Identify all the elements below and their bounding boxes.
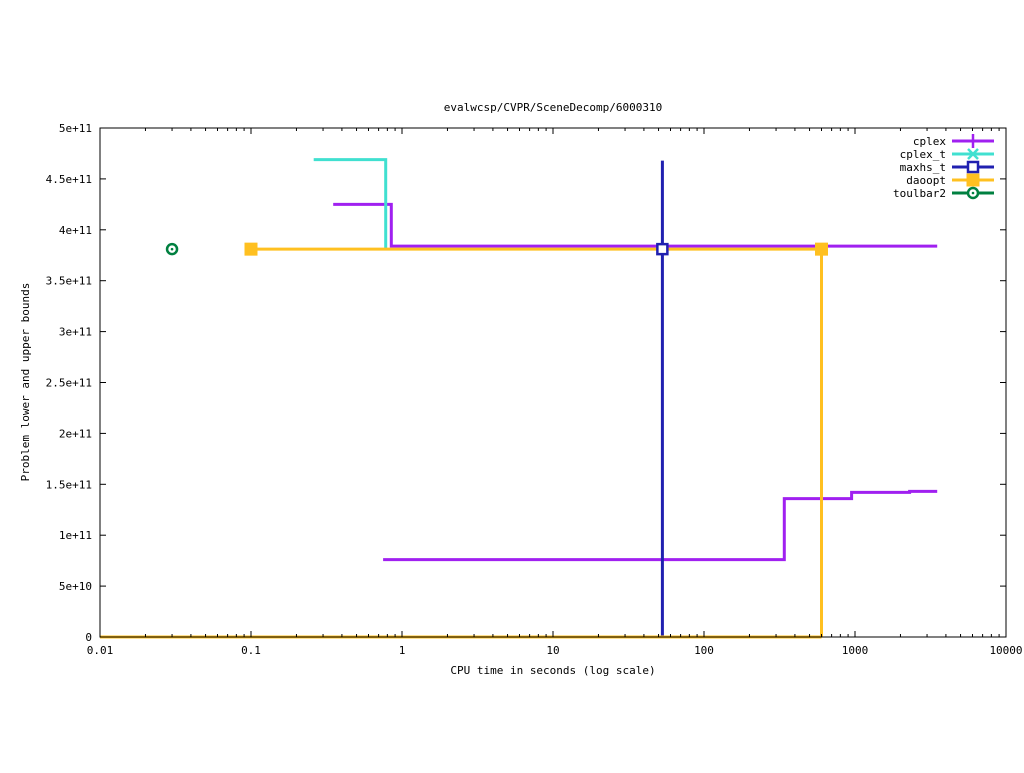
axis-tick-labels: 0 5e+10 1e+11 1.5e+11 2e+11 2.5e+11 3e+11 3.5e+… [46, 122, 1023, 657]
y-tick-label: 2.5e+11 [46, 377, 92, 390]
y-tick-label: 3.5e+11 [46, 275, 92, 288]
x-tick-label: 10000 [989, 644, 1022, 657]
series-markers [165, 242, 829, 256]
data-point-daoopt [815, 242, 829, 256]
data-point-maxhs-t [656, 242, 669, 256]
x-tick-label: 0.01 [87, 644, 114, 657]
x-tick-label: 0.1 [241, 644, 261, 657]
series-line-cplex-t [313, 158, 388, 250]
x-tick-label: 10 [546, 644, 559, 657]
x-tick-label: 100 [694, 644, 714, 657]
x-tick-label: 1 [399, 644, 406, 657]
x-axis-label: CPU time in seconds (log scale) [450, 664, 655, 677]
legend-label-toulbar2: toulbar2 [893, 187, 946, 200]
series-line-cplex [383, 489, 938, 562]
y-tick-label: 0 [85, 631, 92, 644]
legend-marker-cplex-t [967, 148, 979, 160]
legend-label-cplex: cplex [913, 135, 946, 148]
y-tick-label: 5e+11 [59, 122, 92, 135]
y-tick-label: 4.5e+11 [46, 173, 92, 186]
y-tick-label: 4e+11 [59, 224, 92, 237]
x-tick-label: 1000 [842, 644, 869, 657]
y-tick-label: 1e+11 [59, 529, 92, 542]
legend-marker-cplex [966, 134, 980, 148]
legend-label-cplex-t: cplex_t [900, 148, 946, 161]
y-tick-label: 5e+10 [59, 580, 92, 593]
legend-label-daoopt: daoopt [906, 174, 946, 187]
chart-title: evalwcsp/CVPR/SceneDecomp/6000310 [444, 101, 663, 114]
legend-label-maxhs-t: maxhs_t [900, 161, 946, 174]
legend-marker-maxhs-t [966, 160, 980, 174]
legend-marker-toulbar2 [966, 186, 980, 200]
y-axis-label: Problem lower and upper bounds [19, 283, 32, 482]
data-point-daoopt [244, 242, 258, 256]
y-tick-label: 2e+11 [59, 427, 92, 440]
y-tick-label: 1.5e+11 [46, 478, 92, 491]
legend-marker-daoopt [966, 173, 980, 187]
y-tick-label: 3e+11 [59, 326, 92, 339]
axis-ticks [99, 127, 1007, 638]
data-point-toulbar2 [165, 242, 179, 256]
